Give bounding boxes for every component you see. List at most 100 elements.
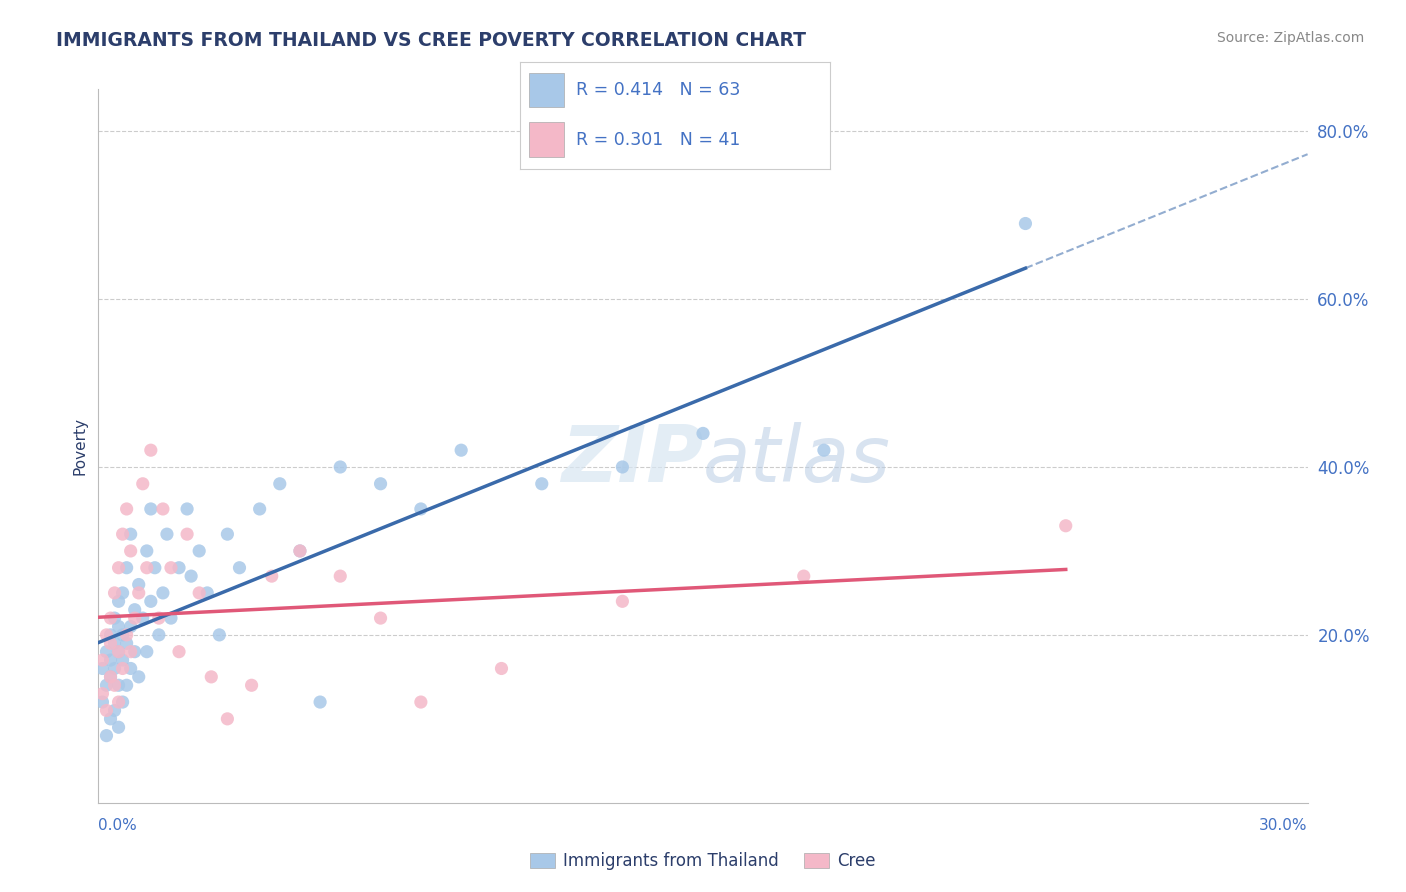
Point [124, 603, 146, 617]
Point [370, 476, 392, 491]
Point [813, 443, 835, 458]
Point [160, 560, 183, 574]
Point [135, 645, 157, 659]
Point [450, 443, 472, 458]
Point [100, 670, 122, 684]
Point [124, 611, 146, 625]
Text: 30.0%: 30.0% [1260, 818, 1308, 832]
Point [1054, 518, 1077, 533]
Point [107, 619, 129, 633]
Point [148, 628, 170, 642]
Point [195, 586, 218, 600]
Point [228, 560, 250, 574]
Point [135, 560, 157, 574]
Point [143, 560, 166, 574]
Point [115, 560, 138, 574]
Point [176, 527, 198, 541]
Point [115, 628, 138, 642]
Point [167, 560, 190, 574]
Point [200, 670, 222, 684]
Point [96, 678, 118, 692]
Point [260, 569, 283, 583]
Point [156, 527, 179, 541]
Point [120, 544, 142, 558]
Point [107, 594, 129, 608]
Point [107, 560, 129, 574]
Bar [530, 73, 564, 107]
Point [160, 611, 183, 625]
Point [111, 661, 134, 675]
Point [329, 569, 352, 583]
Point [409, 695, 432, 709]
Point [288, 544, 311, 558]
Point [132, 611, 155, 625]
Point [139, 502, 162, 516]
Point [409, 502, 432, 516]
Point [91, 695, 114, 709]
Point [115, 502, 138, 516]
Point [103, 703, 125, 717]
Point [103, 678, 125, 692]
Point [103, 636, 125, 650]
Point [208, 628, 231, 642]
Point [217, 712, 239, 726]
Point [793, 569, 815, 583]
Point [132, 476, 155, 491]
Point [107, 720, 129, 734]
Point [249, 502, 271, 516]
Point [100, 636, 122, 650]
Text: 0.0%: 0.0% [98, 818, 138, 832]
Point [107, 645, 129, 659]
Point [530, 476, 553, 491]
Point [167, 645, 190, 659]
Point [139, 443, 162, 458]
Text: Source: ZipAtlas.com: Source: ZipAtlas.com [1216, 31, 1364, 45]
Point [124, 645, 146, 659]
Point [103, 611, 125, 625]
Point [100, 670, 122, 684]
Point [91, 687, 114, 701]
Point [91, 653, 114, 667]
Point [329, 460, 352, 475]
Point [120, 661, 142, 675]
Point [309, 695, 332, 709]
Legend: Immigrants from Thailand, Cree: Immigrants from Thailand, Cree [523, 846, 883, 877]
Point [269, 476, 291, 491]
Point [1014, 217, 1036, 231]
Point [120, 619, 142, 633]
Point [120, 527, 142, 541]
Point [491, 661, 513, 675]
Text: R = 0.301   N = 41: R = 0.301 N = 41 [576, 130, 741, 148]
Point [612, 460, 634, 475]
Point [217, 527, 239, 541]
Point [103, 661, 125, 675]
Point [128, 577, 150, 591]
Text: ZIP: ZIP [561, 422, 703, 499]
Point [188, 544, 211, 558]
Point [152, 502, 174, 516]
Bar [530, 122, 564, 157]
Point [152, 586, 174, 600]
Point [120, 645, 142, 659]
Point [100, 653, 122, 667]
Point [103, 586, 125, 600]
Point [107, 695, 129, 709]
Point [176, 502, 198, 516]
Point [115, 636, 138, 650]
Point [111, 586, 134, 600]
Point [180, 569, 202, 583]
Point [240, 678, 263, 692]
Point [100, 712, 122, 726]
Point [128, 670, 150, 684]
Point [111, 628, 134, 642]
Point [96, 645, 118, 659]
Point [128, 586, 150, 600]
Point [107, 645, 129, 659]
Point [96, 703, 118, 717]
Point [100, 611, 122, 625]
Point [148, 611, 170, 625]
Point [139, 594, 162, 608]
Point [135, 544, 157, 558]
Text: IMMIGRANTS FROM THAILAND VS CREE POVERTY CORRELATION CHART: IMMIGRANTS FROM THAILAND VS CREE POVERTY… [56, 31, 806, 50]
Point [370, 611, 392, 625]
